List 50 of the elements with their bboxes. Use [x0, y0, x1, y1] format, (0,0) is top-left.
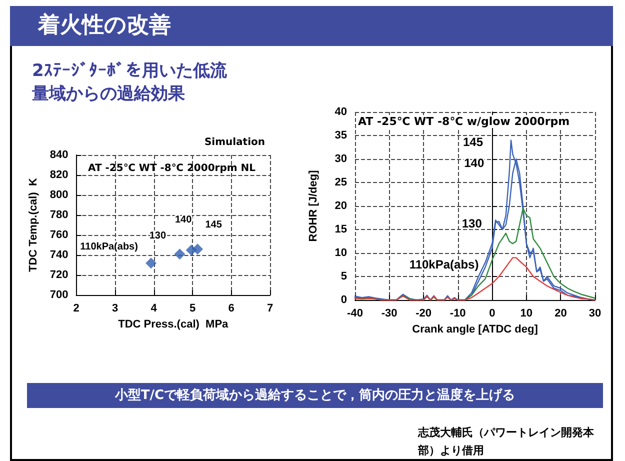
annotation: 145 [205, 220, 222, 231]
x-tick-label: 2 [73, 302, 80, 315]
x-tick-label: 4 [150, 302, 158, 315]
annotation: 130 [462, 216, 482, 230]
annotation: AT -25℃ WT -8℃ 2000rpm NL [88, 163, 256, 174]
x-tick-label: 20 [554, 308, 567, 320]
x-axis-title: Crank angle [ATDC deg] [412, 323, 538, 336]
y-tick-label: 5 [340, 270, 347, 282]
x-tick-label: -10 [450, 308, 466, 320]
y-tick-label: 700 [50, 289, 68, 302]
y-axis-title: TDC Temp.(cal) K [28, 178, 40, 272]
y-tick-label: 780 [50, 209, 68, 222]
x-tick-label: 0 [489, 308, 496, 320]
text: 小型T/Cで軽負荷域から過給することで，筒内の圧力と温度を上げる [27, 383, 603, 408]
chart-subtitle: 2ｽﾃｰｼﾞﾀｰﾎﾞを用いた低流量域からの過給効果 [32, 60, 228, 106]
x-tick-label: -20 [416, 308, 432, 320]
y-tick-label: 35 [334, 130, 347, 142]
x-tick-label: 5 [189, 302, 196, 315]
y-tick-label: 720 [50, 269, 68, 282]
annotation: 110kPa(abs) [409, 258, 479, 272]
y-tick-label: 20 [334, 200, 347, 212]
text: Simulation [204, 137, 265, 148]
annotation: AT -25℃ WT -8℃ w/glow 2000rpm [358, 115, 570, 128]
y-tick-label: 25 [334, 176, 347, 188]
y-tick-label: 10 [334, 247, 347, 259]
y-tick-label: 760 [50, 229, 68, 242]
text: 志茂大輔氏（パワートレイン開発本部）より借用 [418, 425, 595, 459]
x-tick-label: 6 [228, 302, 234, 315]
chart-title: 着火性の改善 [10, 6, 613, 46]
x-axis-title: TDC Press.(cal) MPa [118, 318, 230, 330]
annotation: 110kPa(abs) [80, 242, 138, 253]
x-tick-label: -30 [381, 308, 398, 320]
y-tick-label: 820 [50, 169, 68, 182]
y-tick-label: 0 [340, 294, 347, 306]
x-tick-label: 10 [520, 308, 533, 320]
x-tick-label: 7 [266, 302, 274, 315]
y-tick-label: 740 [50, 249, 68, 262]
annotation: 145 [462, 135, 484, 150]
y-axis-title: ROHR [J/deg] [308, 170, 320, 242]
x-tick-label: -40 [347, 308, 363, 320]
x-tick-label: 30 [588, 308, 602, 320]
y-tick-label: 840 [50, 149, 68, 161]
annotation: 140 [464, 156, 484, 170]
y-tick-label: 15 [334, 224, 347, 236]
y-tick-label: 800 [50, 189, 68, 202]
y-tick-label: 30 [334, 153, 347, 165]
y-tick-label: 40 [334, 106, 347, 118]
annotation: 140 [174, 214, 192, 226]
annotation: 130 [149, 230, 166, 242]
x-tick-label: 3 [112, 302, 118, 315]
